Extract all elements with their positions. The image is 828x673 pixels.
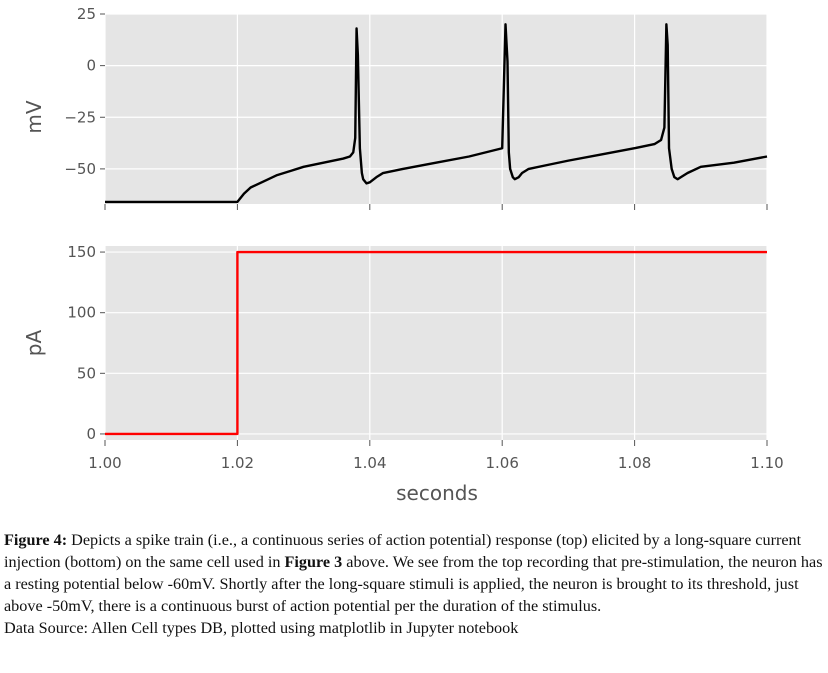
bottom-ytick-label-3: 150 [67,243,96,261]
caption-figure-ref: Figure 3 [284,553,343,571]
bottom-ytick-label-1: 50 [77,364,96,382]
caption-part2: above. We see from the top recording tha… [4,553,823,615]
bottom-xtick-label-5: 1.10 [750,454,783,472]
bottom-ytick-label-0: 0 [86,425,96,443]
bottom-ylabel: pA [22,330,46,357]
caption-part1: Depicts a spike train (i.e., a continuou… [4,531,802,571]
caption-label: Figure 4: [4,531,68,549]
bottom-xtick-label-0: 1.00 [88,454,121,472]
bottom-xtick-label-1: 1.02 [221,454,254,472]
figure-caption: Figure 4: Depicts a spike train (i.e., a… [4,529,824,639]
top-ylabel: mV [22,100,46,133]
x-axis-label: seconds [396,481,478,505]
bottom-panel-pa: 0 50 100 150 1.00 1.02 1.04 1.06 1.08 1.10 [67,243,783,472]
bottom-xtick-label-3: 1.06 [485,454,518,472]
caption-text: Figure 4: Depicts a spike train (i.e., a… [4,529,824,617]
bottom-xtick-label-2: 1.04 [353,454,386,472]
top-ytick-label-0: 25 [77,5,96,23]
top-plot-background [105,14,767,204]
bottom-series-line-0 [105,250,767,436]
top-series-line-0 [105,23,768,204]
bottom-ytick-label-2: 100 [67,304,96,322]
top-ytick-label-2: −25 [64,108,96,126]
top-ytick-label-1: 0 [86,57,96,75]
bottom-plot-background [105,246,767,440]
top-ytick-label-3: −50 [64,160,96,178]
caption-source: Data Source: Allen Cell types DB, plotte… [4,619,519,637]
bottom-xtick-label-4: 1.08 [618,454,651,472]
figure: 25 0 −25 −50 0 50 100 150 1.00 1.02 1.04 1.06 1.08 1… [22,5,784,505]
top-panel-mv: 25 0 −25 −50 [64,5,768,210]
